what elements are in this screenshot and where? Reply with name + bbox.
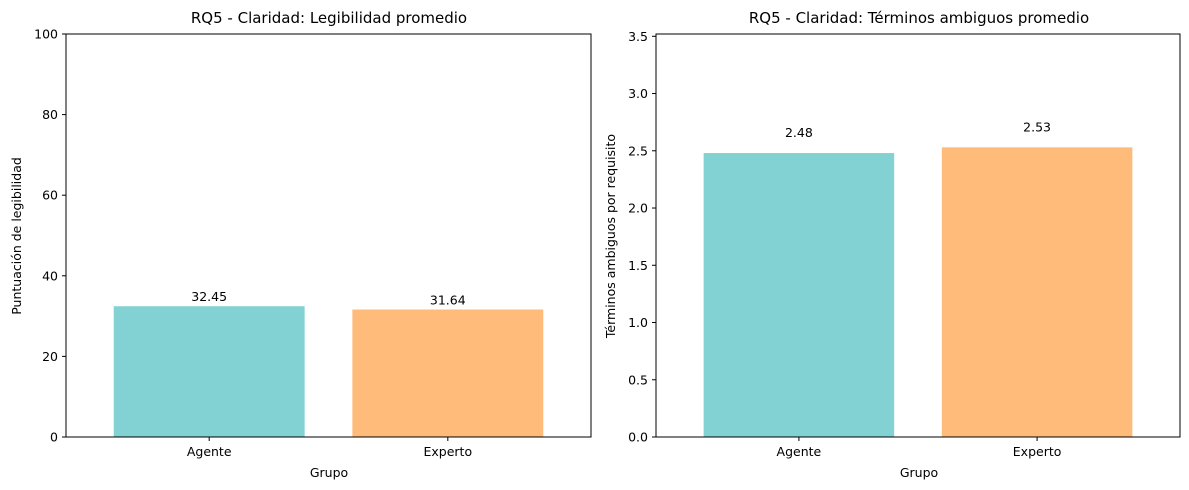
bar-value-label: 32.45 xyxy=(191,289,227,304)
y-tick-label: 1.5 xyxy=(628,258,648,273)
y-tick-label: 3.5 xyxy=(628,29,648,44)
y-tick-label: 40 xyxy=(42,268,58,283)
y-axis-label: Términos ambiguos por requisito xyxy=(603,134,618,339)
axes-frame xyxy=(65,33,592,438)
y-tick-label: 100 xyxy=(34,27,58,42)
x-tick-label: Experto xyxy=(424,444,473,459)
x-axis-label: Grupo xyxy=(900,465,938,480)
y-tick-label: 3.0 xyxy=(628,86,648,101)
chart-title: RQ5 - Claridad: Legibilidad promedio xyxy=(191,9,467,27)
y-tick-label: 2.5 xyxy=(628,143,648,158)
chart-legibilidad: RQ5 - Claridad: Legibilidad promedio Pun… xyxy=(9,9,592,480)
bar-experto xyxy=(352,309,544,437)
y-tick-label: 0.5 xyxy=(628,372,648,387)
y-tick-label: 60 xyxy=(42,188,58,203)
chart-terminos-ambiguos: RQ5 - Claridad: Términos ambiguos promed… xyxy=(603,9,1181,480)
y-axis-label: Puntuación de legibilidad xyxy=(9,157,24,315)
y-tick-label: 1.0 xyxy=(628,315,648,330)
bar-value-label: 2.53 xyxy=(1023,119,1051,134)
bar-agente xyxy=(113,306,305,437)
bar-value-label: 31.64 xyxy=(430,292,466,307)
y-tick-label: 80 xyxy=(42,107,58,122)
x-tick-label: Agente xyxy=(187,444,232,459)
x-axis-label: Grupo xyxy=(310,465,348,480)
y-tick-label: 0 xyxy=(50,430,58,445)
y-tick-label: 2.0 xyxy=(628,201,648,216)
x-tick-label: Agente xyxy=(777,444,822,459)
y-tick-label: 20 xyxy=(42,349,58,364)
chart-title: RQ5 - Claridad: Términos ambiguos promed… xyxy=(749,9,1089,27)
bar-value-label: 2.48 xyxy=(785,125,813,140)
x-tick-label: Experto xyxy=(1013,444,1062,459)
y-tick-label: 0.0 xyxy=(628,430,648,445)
bar-experto xyxy=(941,147,1133,437)
axes-frame xyxy=(655,33,1181,438)
bar-agente xyxy=(703,153,895,437)
